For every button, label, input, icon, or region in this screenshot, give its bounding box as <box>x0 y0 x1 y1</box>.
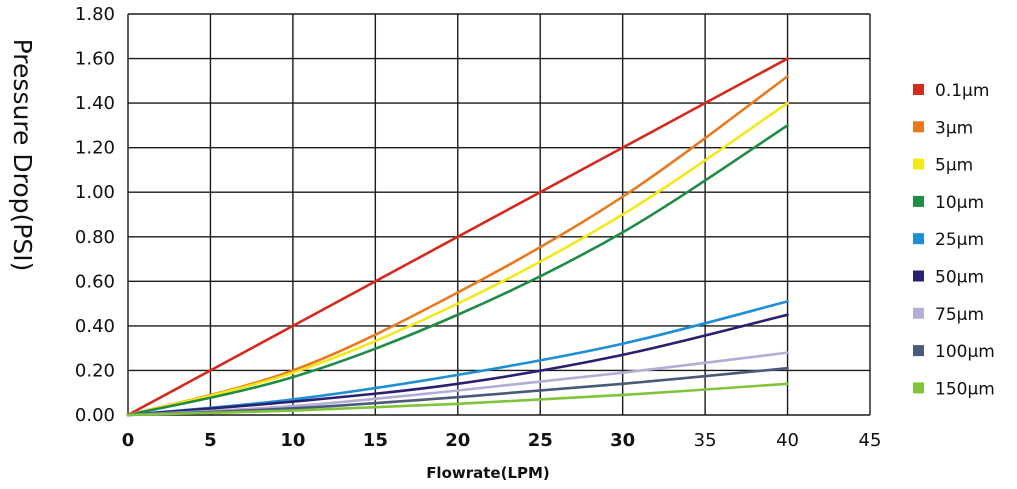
y-tick-label: 1.60 <box>75 49 115 70</box>
y-axis-label: Pressure Drop(PSI) <box>8 39 37 272</box>
legend-swatch <box>913 195 924 207</box>
y-tick-label: 0.40 <box>75 316 115 337</box>
x-tick-label: 45 <box>859 430 882 451</box>
legend-swatch <box>913 84 924 95</box>
legend-swatch <box>913 345 924 357</box>
x-tick-label: 35 <box>694 430 717 451</box>
series-line <box>126 313 789 417</box>
x-axis-label: Flowrate(LPM) <box>426 464 550 482</box>
legend-label: 100μm <box>935 342 995 362</box>
x-tick-label: 0 <box>122 430 135 451</box>
legend-label: 10μm <box>935 193 984 213</box>
y-tick-label: 0.60 <box>75 271 115 292</box>
x-tick-label: 20 <box>445 430 470 451</box>
legend-swatch <box>913 270 924 282</box>
legend: 0.1μm 3μm 5μm 10μm 25μm 50μm 75μm 100μm 150μm <box>913 81 995 399</box>
series-line <box>126 101 789 417</box>
series-line <box>126 124 789 417</box>
x-tick-label: 15 <box>363 430 388 451</box>
legend-swatch <box>913 158 924 170</box>
x-tick-label: 30 <box>610 430 635 451</box>
legend-label: 25μm <box>935 230 984 250</box>
y-tick-labels: 0.00 0.20 0.40 0.60 0.80 1.00 1.20 1.40 1.60 1.80 <box>75 4 115 426</box>
x-tick-labels: 0 5 10 15 20 25 30 35 40 45 <box>122 430 882 451</box>
legend-label: 50μm <box>935 268 984 288</box>
legend-swatch <box>913 382 924 394</box>
legend-label: 5μm <box>935 156 973 176</box>
legend-label: 75μm <box>935 305 984 325</box>
y-tick-label: 0.80 <box>75 227 115 248</box>
x-tick-label: 25 <box>528 430 553 451</box>
y-tick-label: 0.00 <box>75 405 115 426</box>
y-tick-label: 1.80 <box>75 4 115 25</box>
legend-swatch <box>913 307 924 319</box>
y-tick-label: 1.00 <box>75 182 115 203</box>
legend-label: 150μm <box>935 379 995 399</box>
legend-label: 0.1μm <box>935 81 989 101</box>
x-tick-label: 5 <box>204 430 217 451</box>
series-lines <box>126 57 789 417</box>
x-tick-label: 10 <box>280 430 305 451</box>
x-tick-label: 40 <box>776 430 799 451</box>
legend-swatch <box>913 233 924 245</box>
y-tick-label: 0.20 <box>75 360 115 381</box>
y-tick-label: 1.40 <box>75 93 115 114</box>
series-line <box>126 382 789 417</box>
legend-label: 3μm <box>935 118 973 138</box>
legend-swatch <box>913 121 924 133</box>
y-tick-label: 1.20 <box>75 138 115 159</box>
series-line <box>126 57 789 417</box>
